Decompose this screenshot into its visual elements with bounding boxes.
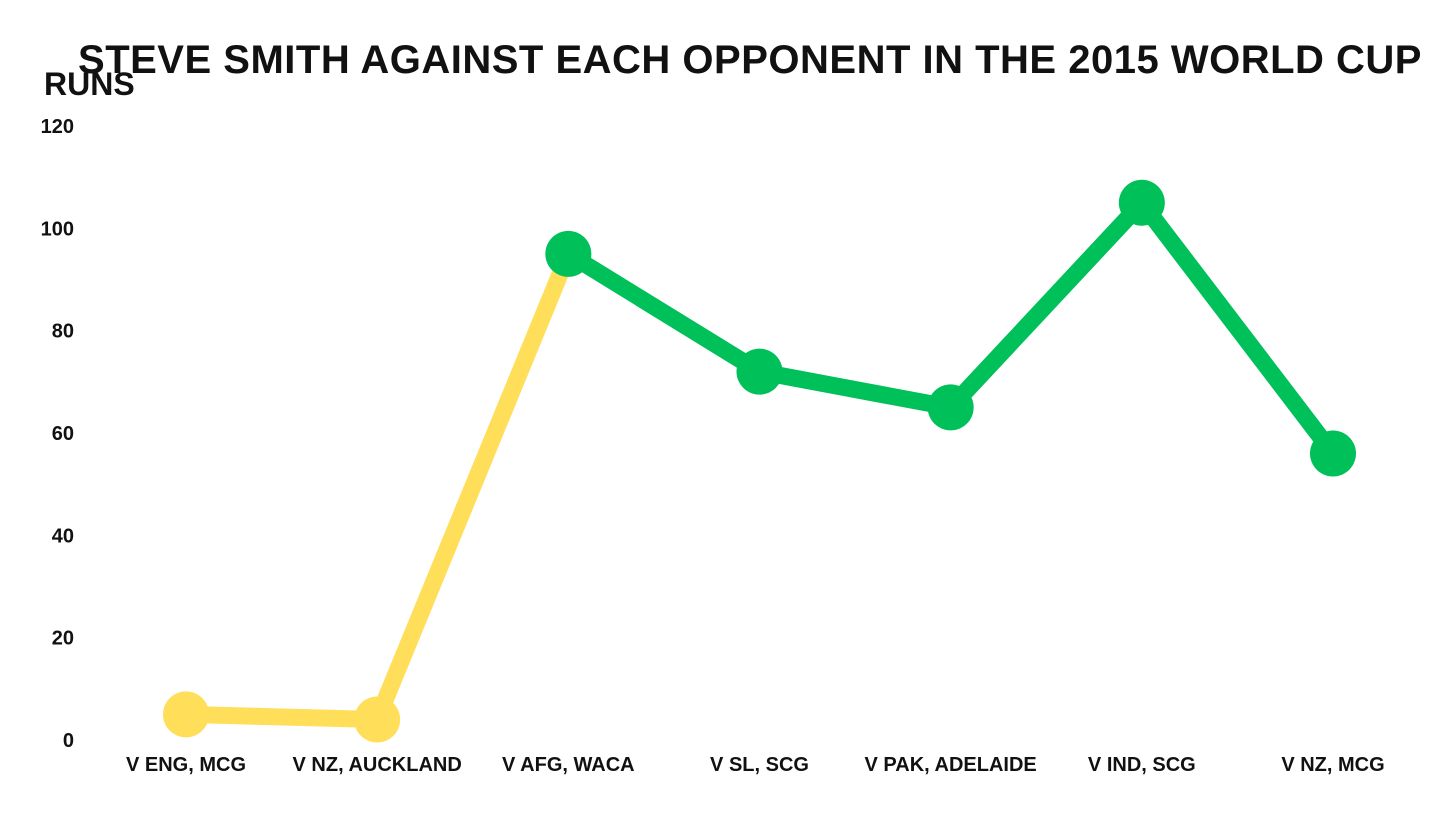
y-tick-label: 120 bbox=[41, 116, 74, 138]
x-tick-label: V NZ, AUCKLAND bbox=[293, 754, 462, 776]
x-tick-label: V AFG, WACA bbox=[502, 754, 635, 776]
y-tick-label: 60 bbox=[52, 423, 74, 445]
data-point bbox=[1310, 430, 1356, 477]
data-point bbox=[354, 696, 401, 743]
y-tick-label: 40 bbox=[52, 525, 74, 547]
y-axis-ticks: 0 20 40 60 80 100 120 bbox=[41, 116, 74, 752]
x-tick-label: V SL, SCG bbox=[710, 754, 809, 776]
data-point bbox=[545, 230, 592, 277]
data-point bbox=[163, 691, 209, 738]
series-line bbox=[177, 194, 1342, 729]
line-segment bbox=[751, 363, 960, 416]
x-tick-label: V NZ, MCG bbox=[1281, 754, 1384, 776]
y-tick-label: 80 bbox=[52, 321, 74, 343]
y-tick-label: 20 bbox=[52, 628, 74, 650]
line-segment bbox=[1133, 194, 1342, 462]
chart-title: STEVE SMITH AGAINST EACH OPPONENT IN THE… bbox=[78, 38, 1422, 82]
y-tick-label: 100 bbox=[41, 218, 74, 240]
x-tick-label: V ENG, MCG bbox=[126, 754, 246, 776]
data-point bbox=[1118, 179, 1165, 226]
y-tick-label: 0 bbox=[63, 730, 74, 752]
x-axis-ticks: V ENG, MCG V NZ, AUCKLAND V AFG, WACA V SL,… bbox=[126, 754, 1385, 776]
x-tick-label: V IND, SCG bbox=[1088, 754, 1196, 776]
data-points bbox=[163, 179, 1356, 743]
x-tick-label: V PAK, ADELAIDE bbox=[865, 754, 1037, 776]
line-segment bbox=[177, 705, 386, 729]
line-segment bbox=[942, 194, 1151, 416]
line-segment bbox=[559, 245, 768, 381]
data-point bbox=[927, 384, 974, 431]
y-axis-label: RUNS bbox=[44, 66, 135, 102]
data-point bbox=[736, 348, 783, 395]
line-segment bbox=[368, 245, 577, 729]
